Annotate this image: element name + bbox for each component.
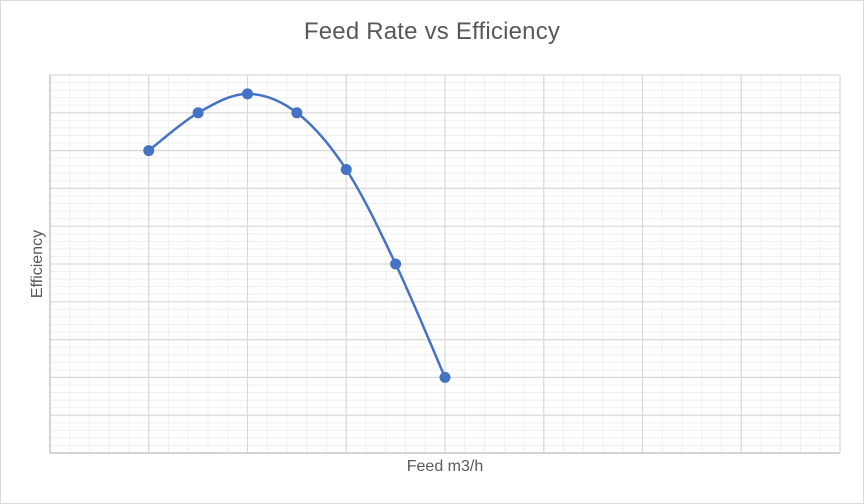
- axes: [49, 75, 840, 454]
- series-layer: [143, 88, 451, 383]
- data-point: [340, 164, 352, 175]
- chart-title: Feed Rate vs Efficiency: [303, 18, 561, 45]
- data-point: [143, 145, 155, 157]
- data-point: [242, 88, 253, 100]
- y-axis-title: Efficiency: [29, 229, 46, 299]
- data-point: [390, 258, 402, 270]
- data-point: [192, 107, 204, 119]
- x-axis-title: Feed m3/h: [406, 458, 484, 475]
- series-line: [147, 92, 447, 379]
- data-point: [291, 107, 303, 119]
- data-point: [439, 371, 451, 383]
